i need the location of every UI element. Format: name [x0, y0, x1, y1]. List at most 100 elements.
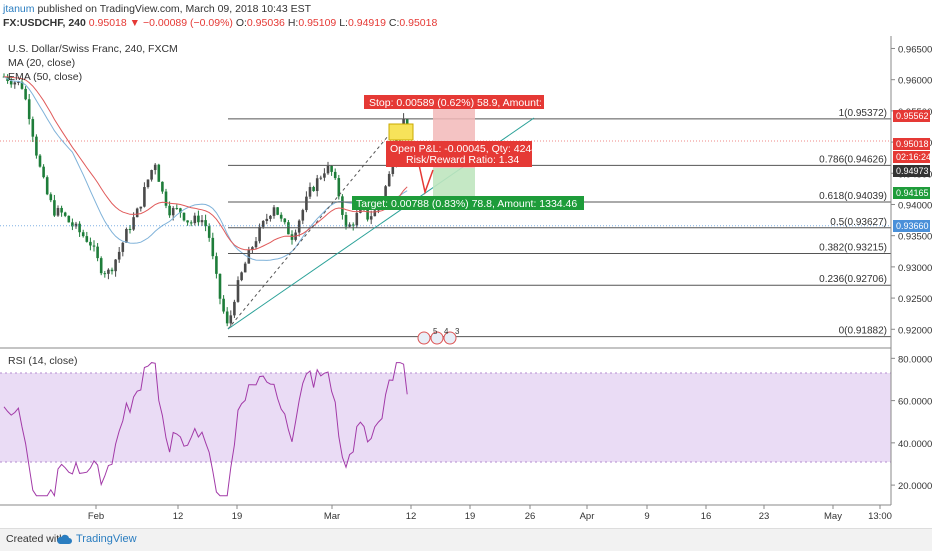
candle-body — [333, 171, 337, 179]
price-badge-text-5: 0.93660 — [896, 221, 929, 231]
author-link[interactable]: jtanum — [3, 3, 35, 15]
event-flags[interactable]: 5 4 3 — [417, 327, 460, 345]
chart-canvas[interactable]: 1(0.95372) 0.786(0.94626) 0.618(0.94039) 0.… — [0, 0, 932, 528]
candle-body — [125, 228, 128, 243]
candle-body — [204, 220, 207, 227]
candle-body — [74, 223, 78, 227]
candle-body — [17, 81, 20, 83]
candle-body — [258, 226, 261, 242]
candle-body — [355, 212, 359, 226]
candle-body — [402, 118, 405, 127]
candle-body — [308, 186, 312, 197]
ma-legend[interactable]: MA (20, close) — [8, 57, 75, 69]
candle-body — [182, 212, 186, 221]
event-count-3: 3 — [455, 327, 460, 336]
candle-body — [315, 178, 319, 192]
price-badge-text-4: 0.94165 — [896, 188, 929, 198]
candle-body — [168, 205, 171, 216]
candle-body — [344, 214, 348, 227]
candle-body — [279, 214, 283, 219]
candle-body — [369, 216, 373, 220]
candle-body — [20, 81, 24, 89]
price-badge-1 — [893, 138, 930, 150]
candle-body — [13, 82, 17, 85]
symbol[interactable]: FX:USDCHF, 240 — [3, 17, 86, 29]
candle-body — [222, 298, 225, 312]
candle-body — [272, 207, 276, 216]
fib-trend-line — [227, 123, 399, 330]
price-tick-9: 0.92000 — [898, 325, 932, 336]
candle-body — [63, 212, 67, 216]
time-tick-5: 19 — [465, 511, 476, 522]
candle-body — [233, 301, 236, 316]
projection-arrow — [417, 159, 434, 195]
published-text: published on TradingView.com, March 09, … — [37, 3, 311, 15]
candle-body — [35, 136, 38, 156]
price-pane[interactable]: 1(0.95372) 0.786(0.94626) 0.618(0.94039) 0.… — [0, 36, 891, 348]
price-badge-4 — [893, 187, 930, 199]
high-value: 0.95109 — [298, 17, 337, 29]
candle-body — [99, 258, 103, 274]
candle-body — [269, 215, 272, 219]
rsi-pane[interactable]: RSI (14, close) — [0, 355, 891, 498]
candle-body — [135, 208, 139, 218]
last-price: 0.95018 — [88, 17, 127, 29]
candle-body — [236, 280, 240, 302]
price-badge-2 — [893, 151, 930, 163]
candle-body — [247, 249, 251, 264]
candle-body — [45, 177, 49, 195]
price-badge-text-0: 0.95562 — [896, 111, 929, 121]
candle-body — [211, 237, 215, 257]
time-tick-12: 13:00 — [868, 511, 892, 522]
time-tick-8: 9 — [644, 511, 649, 522]
candle-body — [81, 232, 85, 237]
pnl-label: Open P&L: -0.00045, Qty: 42444 Risk/Rewa… — [386, 141, 543, 167]
candle-body — [323, 173, 326, 178]
ema-legend[interactable]: EMA (50, close) — [8, 71, 82, 83]
time-tick-2: 19 — [232, 511, 243, 522]
fib-label-6: 0(0.91882) — [839, 326, 887, 337]
price-tick-1: 0.96000 — [898, 76, 932, 87]
publish-info: jtanum published on TradingView.com, Mar… — [3, 3, 311, 15]
candle-body — [391, 166, 395, 174]
candle-body — [312, 186, 315, 192]
candle-body — [175, 208, 179, 210]
candle-body — [38, 155, 42, 167]
candle-body — [215, 256, 218, 274]
candle-body — [193, 215, 197, 224]
price-badge-text-1: 0.95018 — [896, 139, 929, 149]
candle-body — [261, 220, 265, 227]
event-count-1: 5 — [433, 327, 438, 336]
candle-body — [89, 241, 92, 246]
close-value: 0.95018 — [399, 17, 438, 29]
target-text: Target: 0.00788 (0.83%) 78.8, Amount: 13… — [356, 198, 577, 210]
candle-body — [319, 177, 323, 179]
price-axis[interactable]: 0.965000.960000.955000.950000.945000.940… — [890, 36, 932, 505]
candle-body — [27, 99, 31, 120]
created-with-text: Created with — [6, 533, 65, 545]
tradingview-logo[interactable]: TradingView — [56, 531, 152, 549]
candle-body — [107, 269, 110, 274]
candle-body — [9, 81, 13, 85]
target-label: Target: 0.00788 (0.83%) 78.8, Amount: 13… — [352, 196, 584, 210]
candle-body — [114, 259, 117, 272]
candle-body — [146, 179, 150, 188]
fib-retracement[interactable]: 1(0.95372) 0.786(0.94626) 0.618(0.94039) 0.… — [0, 108, 891, 338]
candle-body — [337, 178, 341, 197]
candle-body — [117, 251, 121, 260]
candle-body — [150, 170, 153, 180]
rsi-band — [0, 373, 891, 462]
time-tick-1: 12 — [173, 511, 184, 522]
time-axis[interactable]: Feb 12 19 Mar 12 19 26 Apr 9 16 23 May 13:00 — [88, 505, 892, 522]
rsi-legend[interactable]: RSI (14, close) — [8, 355, 77, 367]
highlight-box — [388, 123, 414, 141]
candle-body — [139, 206, 143, 209]
candle-body — [71, 222, 74, 227]
price-badge-0 — [893, 110, 930, 122]
candle-body — [24, 88, 27, 100]
candle-body — [251, 247, 254, 250]
rsi-axis: 80.0000 60.0000 40.0000 20.0000 — [891, 354, 932, 492]
target-zone[interactable] — [433, 168, 475, 198]
candle-body — [207, 226, 211, 238]
candle-body — [96, 246, 99, 259]
